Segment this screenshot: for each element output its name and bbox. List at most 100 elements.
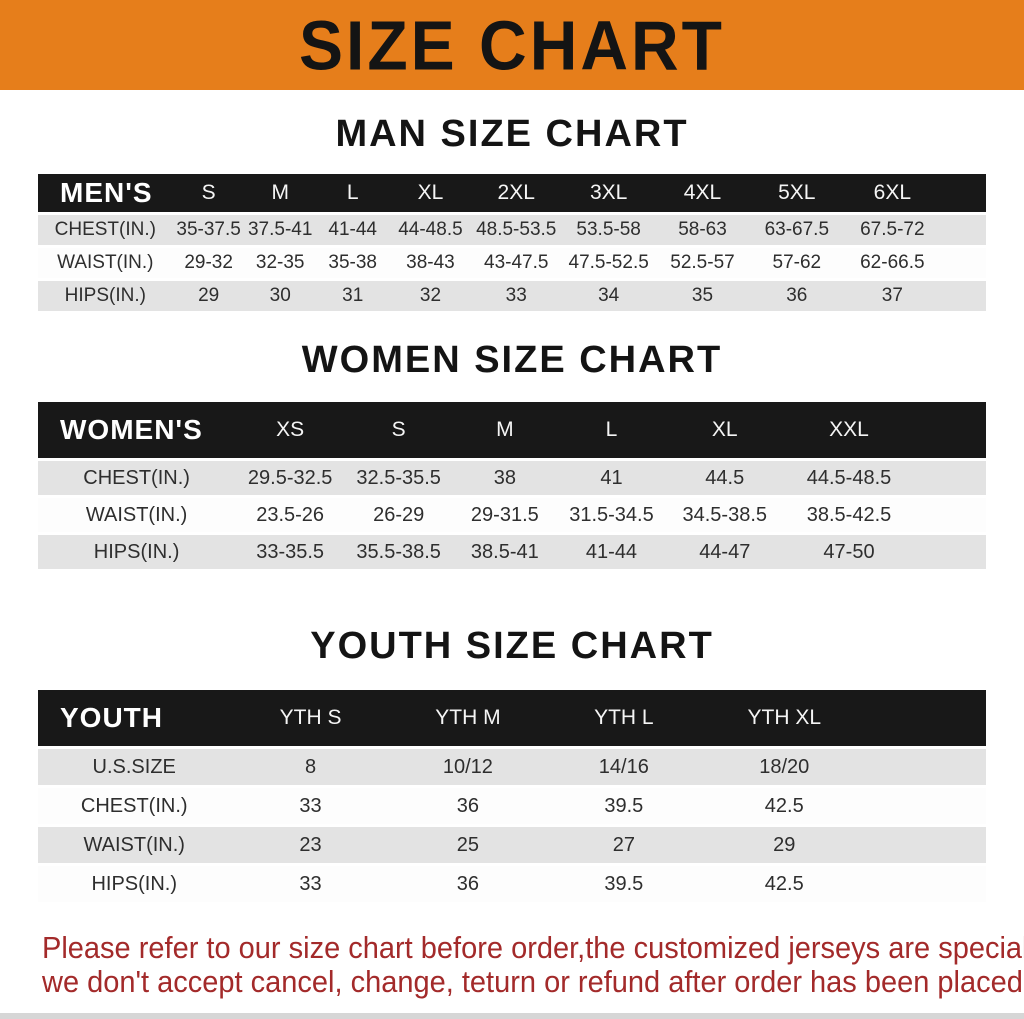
size-cell: 58-63 [656, 215, 749, 245]
men-hips-row: HIPS(IN.) 29 30 31 32 33 34 35 36 37 [38, 281, 986, 311]
youth-hips-row: HIPS(IN.) 33 36 39.5 42.5 [38, 866, 986, 902]
size-cell: 38-43 [389, 248, 472, 278]
size-cell: 31.5-34.5 [557, 498, 666, 532]
page-title: SIZE CHART [299, 5, 725, 85]
size-cell: 26-29 [345, 498, 453, 532]
men-col-s: S [172, 174, 245, 212]
size-cell: 18/20 [702, 749, 986, 785]
men-header-row: MEN'S S M L XL 2XL 3XL 4XL 5XL 6XL [38, 174, 986, 212]
youth-section-heading: YOUTH SIZE CHART [310, 625, 714, 667]
men-chest-row: CHEST(IN.) 35-37.5 37.5-41 41-44 44-48.5… [38, 215, 986, 245]
men-section-heading: MAN SIZE CHART [335, 113, 689, 155]
size-cell: 41-44 [557, 535, 666, 569]
size-cell: 23.5-26 [235, 498, 346, 532]
size-cell: 41 [557, 461, 666, 495]
size-cell: 62-66.5 [844, 248, 986, 278]
women-section-heading: WOMEN SIZE CHART [301, 339, 723, 381]
youth-col-l: YTH L [545, 690, 703, 746]
size-cell: 23 [230, 827, 391, 863]
size-cell: 29 [172, 281, 245, 311]
men-col-m: M [244, 174, 316, 212]
men-waist-row: WAIST(IN.) 29-32 32-35 35-38 38-43 43-47… [38, 248, 986, 278]
size-cell: 38.5-42.5 [784, 498, 986, 532]
size-cell: 33 [230, 866, 391, 902]
youth-section: YOUTH SIZE CHART YOUTH YTH S YTH M YTH L… [0, 624, 1024, 905]
men-col-xl: XL [389, 174, 472, 212]
size-cell: 29.5-32.5 [235, 461, 346, 495]
women-header-row: WOMEN'S XS S M L XL XXL [38, 402, 986, 458]
size-cell: 37.5-41 [244, 215, 316, 245]
size-cell: 53.5-58 [561, 215, 657, 245]
women-size-table: WOMEN'S XS S M L XL XXL CHEST(IN.) 29.5-… [38, 399, 986, 572]
women-col-m: M [452, 402, 558, 458]
row-label: HIPS(IN.) [38, 866, 231, 902]
row-label: WAIST(IN.) [38, 248, 173, 278]
size-cell: 42.5 [702, 866, 986, 902]
men-col-4xl: 4XL [656, 174, 749, 212]
size-cell: 29-32 [172, 248, 245, 278]
size-cell: 35-38 [315, 248, 390, 278]
men-col-5xl: 5XL [748, 174, 845, 212]
size-cell: 8 [230, 749, 391, 785]
size-cell: 36 [748, 281, 845, 311]
youth-size-table: YOUTH YTH S YTH M YTH L YTH XL U.S.SIZE … [38, 687, 986, 905]
disclaimer: Please refer to our size chart before or… [0, 931, 1024, 999]
men-section: MAN SIZE CHART MEN'S S M L XL 2XL 3XL 4X… [0, 112, 1024, 314]
men-col-l: L [315, 174, 390, 212]
size-cell: 38.5-41 [452, 535, 558, 569]
women-section: WOMEN SIZE CHART WOMEN'S XS S M L XL XXL [0, 338, 1024, 572]
men-size-table: MEN'S S M L XL 2XL 3XL 4XL 5XL 6XL CHEST… [38, 171, 986, 314]
size-cell: 36 [390, 788, 546, 824]
size-cell: 35 [656, 281, 749, 311]
size-chart-banner: SIZE CHART [0, 0, 1024, 90]
size-cell: 33 [230, 788, 391, 824]
men-col-2xl: 2XL [471, 174, 562, 212]
men-table-label: MEN'S [38, 174, 173, 212]
size-cell: 39.5 [545, 866, 703, 902]
disclaimer-line-1: Please refer to our size chart before or… [42, 932, 1024, 966]
size-cell: 43-47.5 [471, 248, 562, 278]
size-cell: 47-50 [784, 535, 986, 569]
row-label: CHEST(IN.) [38, 215, 173, 245]
size-cell: 44.5-48.5 [784, 461, 986, 495]
size-cell: 44.5 [665, 461, 785, 495]
size-cell: 38 [452, 461, 558, 495]
size-cell: 35.5-38.5 [345, 535, 453, 569]
size-cell: 30 [244, 281, 316, 311]
youth-chest-row: CHEST(IN.) 33 36 39.5 42.5 [38, 788, 986, 824]
size-cell: 41-44 [315, 215, 390, 245]
youth-header-row: YOUTH YTH S YTH M YTH L YTH XL [38, 690, 986, 746]
size-cell: 34 [561, 281, 657, 311]
women-col-s: S [345, 402, 453, 458]
row-label: U.S.SIZE [38, 749, 231, 785]
women-waist-row: WAIST(IN.) 23.5-26 26-29 29-31.5 31.5-34… [38, 498, 986, 532]
women-table-label: WOMEN'S [38, 402, 236, 458]
youth-waist-row: WAIST(IN.) 23 25 27 29 [38, 827, 986, 863]
size-cell: 37 [844, 281, 986, 311]
size-cell: 63-67.5 [748, 215, 845, 245]
women-col-l: L [557, 402, 666, 458]
women-col-xxl: XXL [784, 402, 986, 458]
youth-col-m: YTH M [390, 690, 546, 746]
size-cell: 44-47 [665, 535, 785, 569]
size-cell: 35-37.5 [172, 215, 245, 245]
size-cell: 14/16 [545, 749, 703, 785]
size-chart-content: MAN SIZE CHART MEN'S S M L XL 2XL 3XL 4X… [0, 112, 1024, 999]
size-cell: 48.5-53.5 [471, 215, 562, 245]
size-cell: 34.5-38.5 [665, 498, 785, 532]
size-cell: 32 [389, 281, 472, 311]
youth-ussize-row: U.S.SIZE 8 10/12 14/16 18/20 [38, 749, 986, 785]
size-cell: 39.5 [545, 788, 703, 824]
row-label: WAIST(IN.) [38, 827, 231, 863]
size-cell: 47.5-52.5 [561, 248, 657, 278]
size-cell: 29 [702, 827, 986, 863]
youth-col-xl: YTH XL [702, 690, 986, 746]
row-label: WAIST(IN.) [38, 498, 236, 532]
row-label: CHEST(IN.) [38, 461, 236, 495]
size-cell: 27 [545, 827, 703, 863]
size-cell: 33-35.5 [235, 535, 346, 569]
row-label: HIPS(IN.) [38, 281, 173, 311]
size-cell: 31 [315, 281, 390, 311]
women-col-xl: XL [665, 402, 785, 458]
size-cell: 33 [471, 281, 562, 311]
